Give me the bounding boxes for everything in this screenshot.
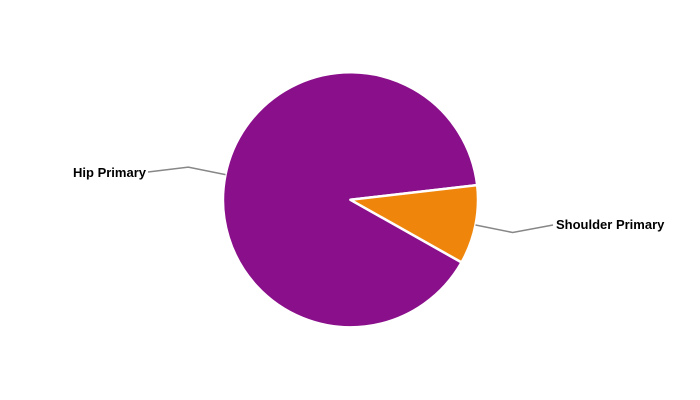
pie-slice-shoulder-primary[interactable] [349,183,480,264]
pie-label-hip-primary: Hip Primary [73,165,147,180]
pie-slices [221,71,480,329]
pie-label-shoulder-primary: Shoulder Primary [556,217,665,232]
leader-lines [147,166,554,234]
leader-line-shoulder-primary [475,224,554,234]
leader-line-hip-primary [147,166,226,176]
